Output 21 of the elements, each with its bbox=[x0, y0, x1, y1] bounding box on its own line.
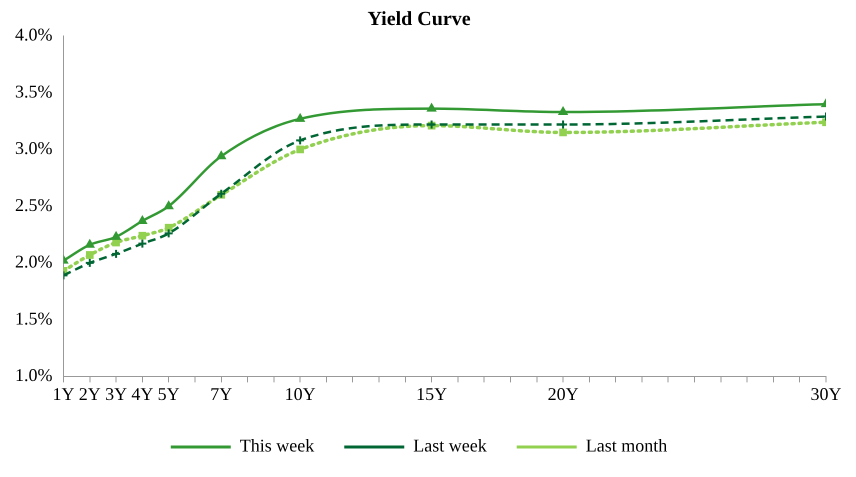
x-tick-label: 4Y bbox=[131, 384, 154, 404]
legend-label: Last week bbox=[413, 436, 487, 456]
y-tick-label: 4.0% bbox=[14, 24, 52, 45]
x-tick-label: 3Y bbox=[105, 384, 128, 404]
x-tick-label: 7Y bbox=[210, 384, 232, 404]
x-tick-label: 10Y bbox=[284, 384, 316, 404]
chart-title: Yield Curve bbox=[367, 8, 471, 30]
y-tick-label: 2.0% bbox=[14, 252, 52, 272]
x-tick-label: 5Y bbox=[158, 384, 180, 404]
x-tick-label: 30Y bbox=[810, 384, 842, 404]
x-tick-label: 1Y bbox=[52, 384, 74, 404]
y-tick-label: 3.0% bbox=[14, 138, 52, 158]
x-tick-label: 2Y bbox=[78, 384, 101, 404]
legend-label: This week bbox=[240, 436, 314, 456]
y-tick-label: 2.5% bbox=[14, 194, 52, 215]
y-tick-label: 1.0% bbox=[14, 365, 52, 386]
x-tick-label: 15Y bbox=[416, 384, 448, 404]
y-tick-label: 1.5% bbox=[14, 308, 52, 328]
legend-label: Last month bbox=[586, 436, 668, 456]
x-tick-label: 20Y bbox=[548, 384, 579, 404]
y-tick-label: 3.5% bbox=[14, 81, 52, 102]
